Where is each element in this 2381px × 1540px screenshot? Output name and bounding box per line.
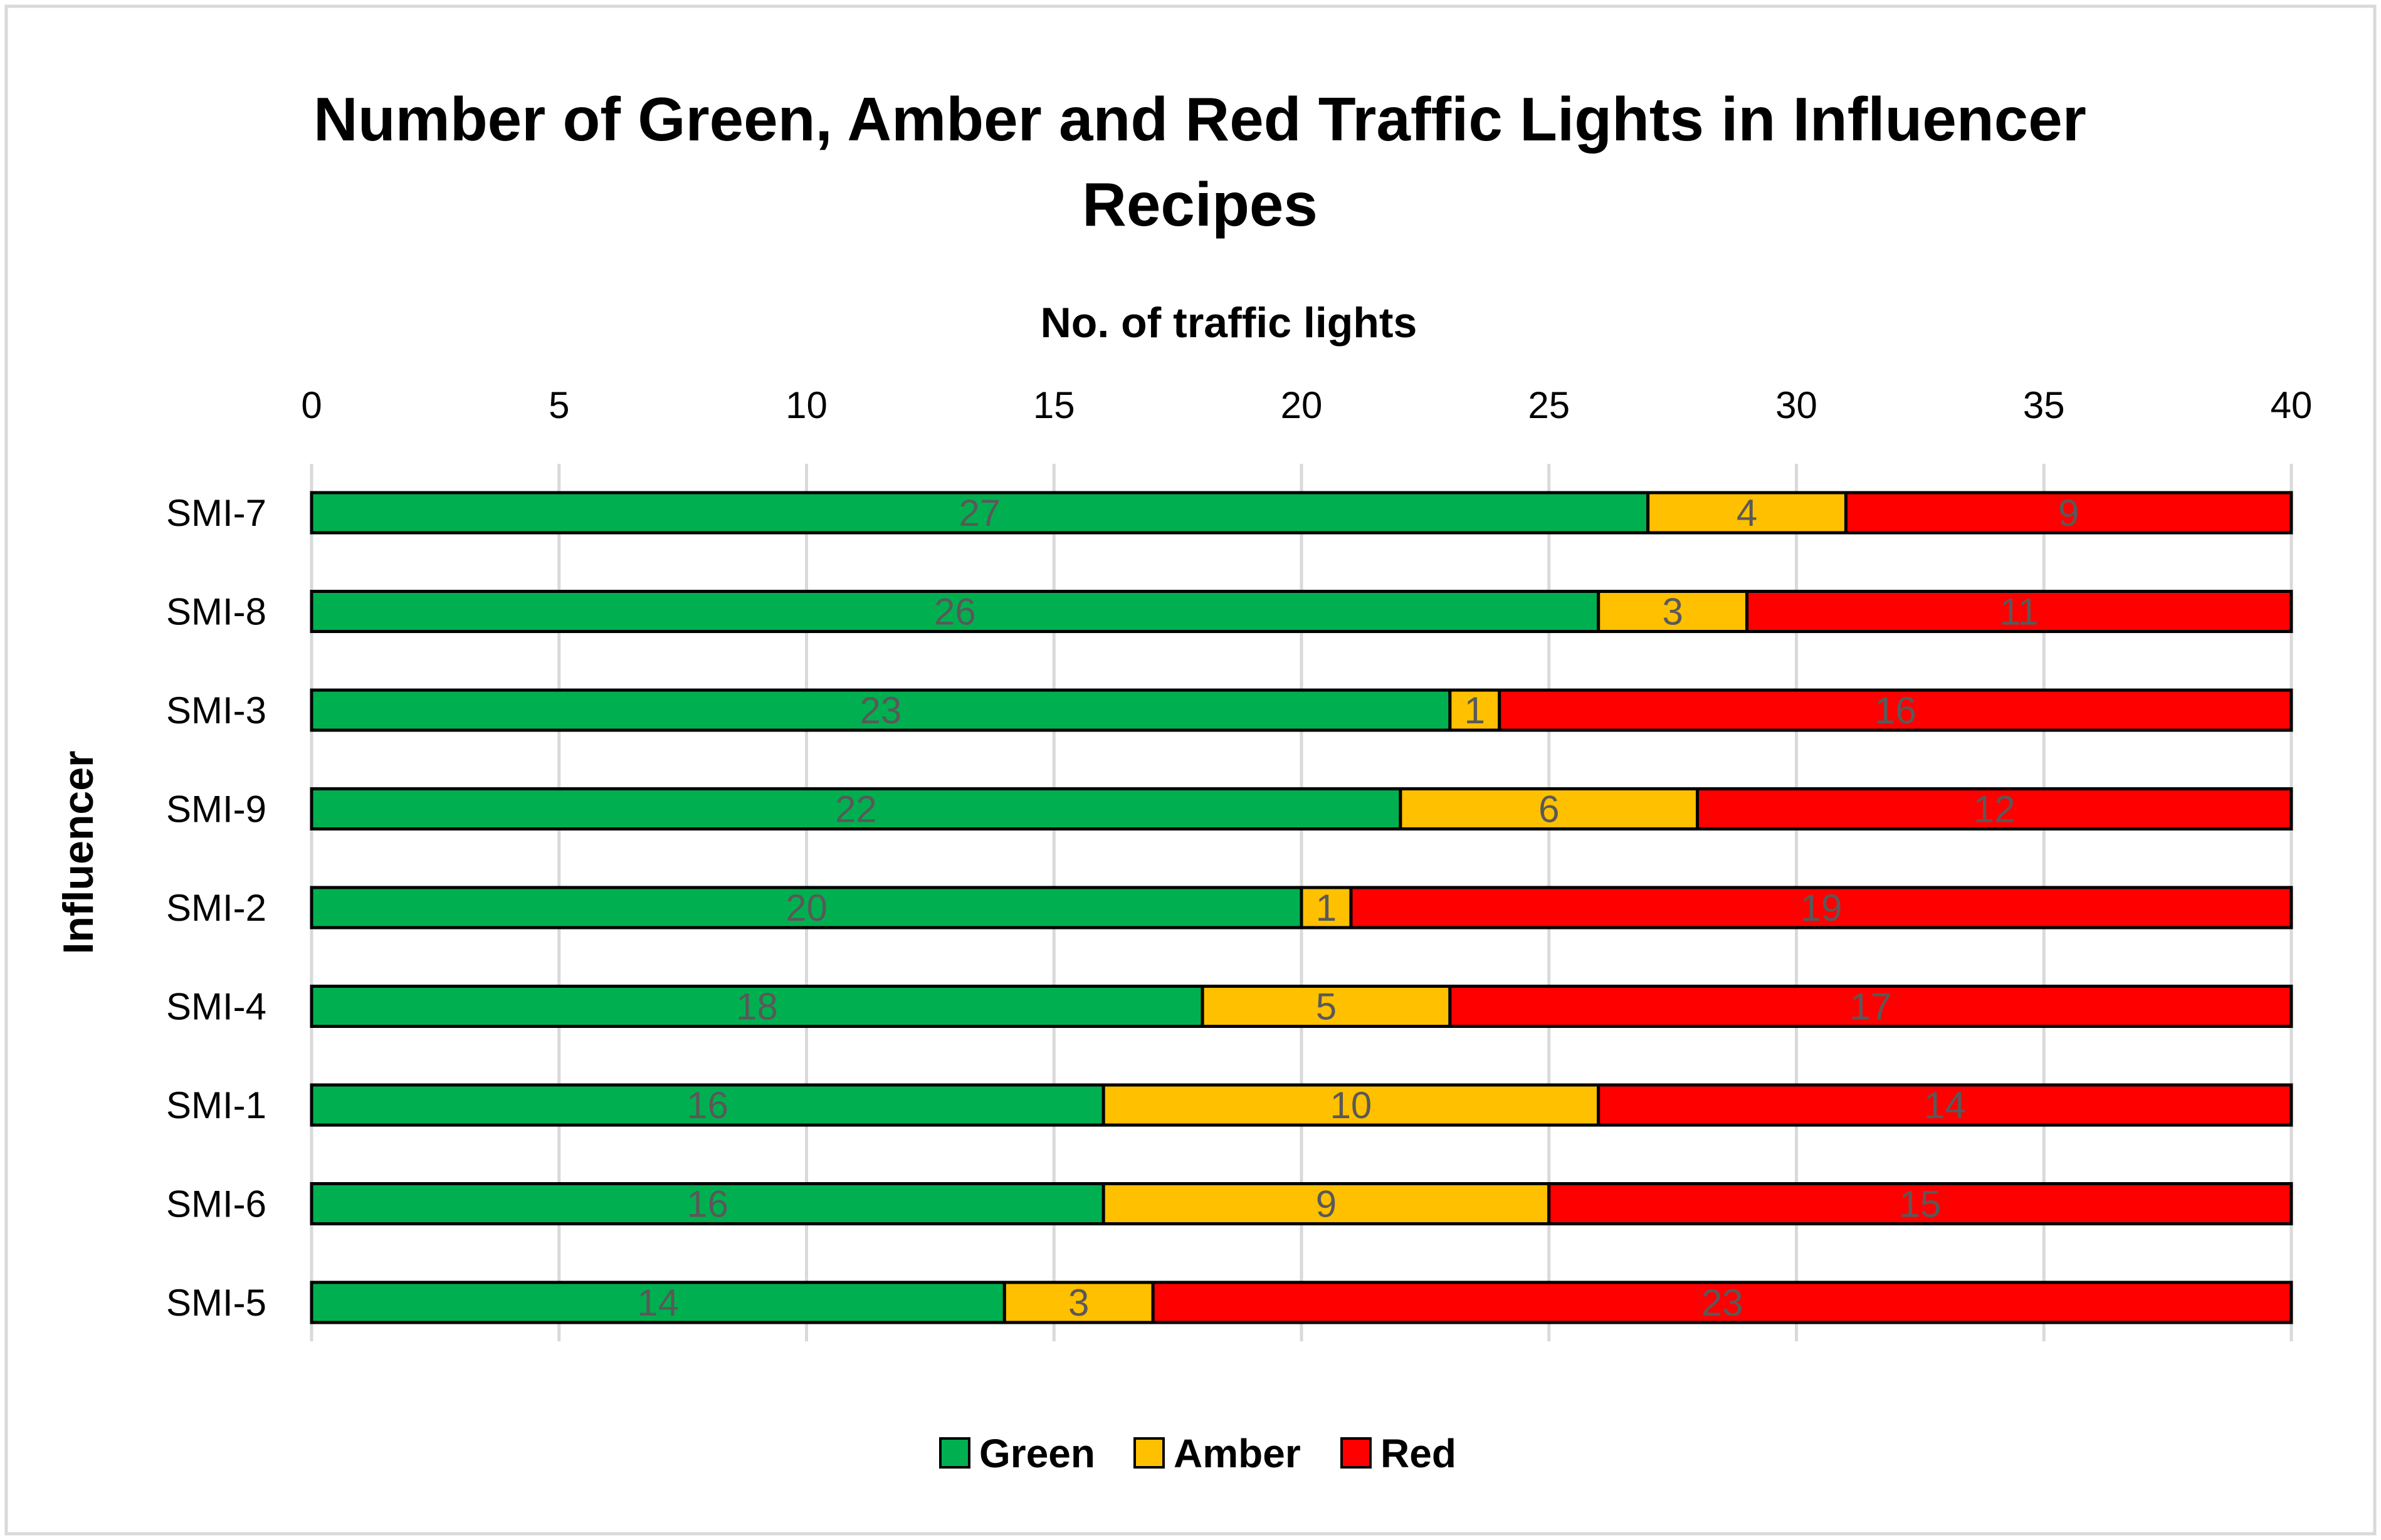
x-tick-label-35: 35 (2023, 384, 2065, 426)
bar-green-SMI-7 (310, 491, 1650, 535)
data-label-amber-SMI-1: 10 (1330, 1084, 1372, 1126)
data-label-green-SMI-8: 26 (934, 591, 976, 633)
bar-amber-SMI-7 (1646, 491, 1848, 535)
data-label-green-SMI-5: 14 (637, 1282, 679, 1324)
bar-red-SMI-9 (1696, 787, 2293, 830)
data-label-amber-SMI-3: 1 (1464, 689, 1485, 731)
x-tick-label-25: 25 (1528, 384, 1570, 426)
bar-green-SMI-8 (310, 590, 1600, 633)
legend-swatch-red (1340, 1437, 1372, 1469)
bar-green-SMI-9 (310, 787, 1402, 830)
data-label-amber-SMI-7: 4 (1737, 492, 1757, 534)
bar-red-SMI-6 (1547, 1182, 2293, 1225)
bar-red-SMI-7 (1844, 491, 2293, 535)
chart-border (4, 4, 2377, 1536)
bar-red-SMI-4 (1448, 985, 2293, 1028)
bar-green-SMI-1 (310, 1083, 1105, 1127)
bar-red-SMI-2 (1349, 886, 2293, 930)
x-tick-label-20: 20 (1281, 384, 1323, 426)
x-tick-label-40: 40 (2271, 384, 2313, 426)
bar-green-SMI-2 (310, 886, 1303, 930)
data-label-amber-SMI-2: 1 (1316, 887, 1337, 929)
data-label-amber-SMI-6: 9 (1316, 1183, 1337, 1225)
data-label-red-SMI-8: 11 (2000, 591, 2039, 633)
bar-red-SMI-1 (1597, 1083, 2293, 1127)
data-label-red-SMI-4: 17 (1850, 986, 1892, 1028)
data-label-amber-SMI-9: 6 (1538, 788, 1559, 830)
bar-amber-SMI-9 (1399, 787, 1700, 830)
category-label-SMI-9: SMI-9 (166, 788, 266, 830)
category-label-SMI-1: SMI-1 (166, 1084, 266, 1126)
category-label-SMI-2: SMI-2 (166, 887, 266, 929)
data-label-red-SMI-1: 14 (1924, 1084, 1966, 1126)
category-label-SMI-3: SMI-3 (166, 689, 266, 731)
x-tick-label-15: 15 (1033, 384, 1075, 426)
legend-label-green: Green (979, 1431, 1095, 1476)
x-tick-label-30: 30 (1775, 384, 1817, 426)
data-label-red-SMI-7: 9 (2058, 492, 2079, 534)
bar-amber-SMI-3 (1448, 688, 1501, 732)
data-label-red-SMI-5: 23 (1701, 1282, 1743, 1324)
bar-green-SMI-3 (310, 688, 1452, 732)
data-label-green-SMI-1: 16 (686, 1084, 728, 1126)
category-label-SMI-6: SMI-6 (166, 1183, 266, 1225)
data-label-red-SMI-6: 15 (1900, 1183, 1942, 1225)
legend: Green Amber Red (939, 1431, 1456, 1476)
data-label-red-SMI-2: 19 (1800, 887, 1842, 929)
bar-segments (310, 491, 2293, 1324)
category-label-SMI-5: SMI-5 (166, 1282, 266, 1324)
data-label-red-SMI-3: 16 (1874, 689, 1916, 731)
legend-swatch-green (939, 1437, 970, 1469)
data-label-red-SMI-9: 12 (1974, 788, 2016, 830)
bar-amber-SMI-5 (1002, 1281, 1155, 1324)
category-label-SMI-8: SMI-8 (166, 591, 266, 633)
data-label-green-SMI-4: 18 (736, 986, 778, 1028)
x-tick-label-0: 0 (301, 384, 322, 426)
data-label-green-SMI-2: 20 (786, 887, 828, 929)
data-label-green-SMI-6: 16 (686, 1183, 728, 1225)
data-label-green-SMI-9: 22 (835, 788, 877, 830)
data-label-green-SMI-7: 27 (959, 492, 1001, 534)
data-label-amber-SMI-5: 3 (1068, 1282, 1089, 1324)
data-label-amber-SMI-8: 3 (1662, 591, 1683, 633)
legend-label-amber: Amber (1174, 1431, 1301, 1476)
data-label-amber-SMI-4: 5 (1316, 986, 1337, 1028)
legend-label-red: Red (1380, 1431, 1456, 1476)
bar-red-SMI-3 (1498, 688, 2293, 732)
bar-green-SMI-6 (310, 1182, 1105, 1225)
chart-title-line-2: Recipes (1082, 170, 1318, 239)
x-tick-label-5: 5 (549, 384, 569, 426)
y-axis-title: Influencer (55, 751, 102, 955)
x-axis-ticks: 0 5 10 15 20 25 30 35 40 (301, 384, 2312, 426)
bar-red-SMI-5 (1151, 1281, 2293, 1324)
x-axis-title: No. of traffic lights (1041, 299, 1417, 347)
x-tick-label-10: 10 (786, 384, 828, 426)
legend-swatch-amber (1133, 1437, 1165, 1469)
y-axis-categories: SMI-7 SMI-8 SMI-3 SMI-9 SMI-2 SMI-4 SMI-1 SMI-6… (166, 492, 266, 1324)
data-label-green-SMI-3: 23 (860, 689, 902, 731)
bar-amber-SMI-4 (1201, 985, 1452, 1028)
category-label-SMI-7: SMI-7 (166, 492, 266, 534)
bar-amber-SMI-1 (1101, 1083, 1600, 1127)
chart-title-line-1: Number of Green, Amber and Red Traffic L… (313, 85, 2086, 154)
bar-red-SMI-8 (1745, 590, 2293, 633)
category-label-SMI-4: SMI-4 (166, 986, 266, 1028)
